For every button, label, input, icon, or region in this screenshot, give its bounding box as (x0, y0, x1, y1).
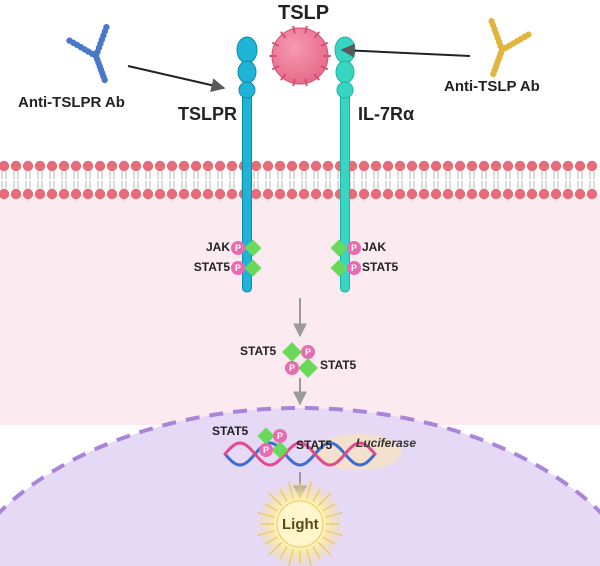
label-tslp: TSLP (278, 2, 329, 25)
label-jak-left: JAK (198, 240, 230, 254)
label-anti-tslpr: Anti-TSLPR Ab (18, 94, 125, 111)
label-stat5-right: STAT5 (362, 260, 398, 274)
anti-tslpr-antibody (65, 23, 127, 91)
label-tslpr: TSLPR (178, 104, 237, 125)
label-stat5-nuc-right: STAT5 (296, 438, 332, 452)
anti-tslp-antibody (471, 17, 533, 85)
svg-text:P: P (277, 431, 283, 441)
label-anti-tslp: Anti-TSLP Ab (444, 78, 540, 95)
membrane (0, 161, 597, 199)
svg-text:P: P (263, 445, 269, 455)
arrow-anti-tslp (342, 50, 470, 56)
label-stat5-nuc-left: STAT5 (212, 424, 248, 438)
tslp-ligand (270, 27, 330, 85)
arrow-anti-tslpr (128, 66, 224, 88)
label-il7ra: IL-7Rα (358, 104, 414, 125)
svg-text:P: P (351, 243, 357, 253)
diagram-stage: PP PP PP PP TSLP TSLPR IL-7Rα Anti-TSLPR… (0, 0, 600, 566)
label-stat5-mid-left: STAT5 (240, 344, 276, 358)
label-stat5-mid-right: STAT5 (320, 358, 356, 372)
svg-text:P: P (351, 263, 357, 273)
svg-text:P: P (305, 347, 311, 357)
label-stat5-left: STAT5 (188, 260, 230, 274)
label-jak-right: JAK (362, 240, 386, 254)
svg-text:P: P (235, 243, 241, 253)
svg-text:P: P (289, 363, 295, 373)
label-light: Light (282, 516, 319, 533)
svg-text:P: P (235, 263, 241, 273)
label-luciferase: Luciferase (356, 436, 416, 450)
